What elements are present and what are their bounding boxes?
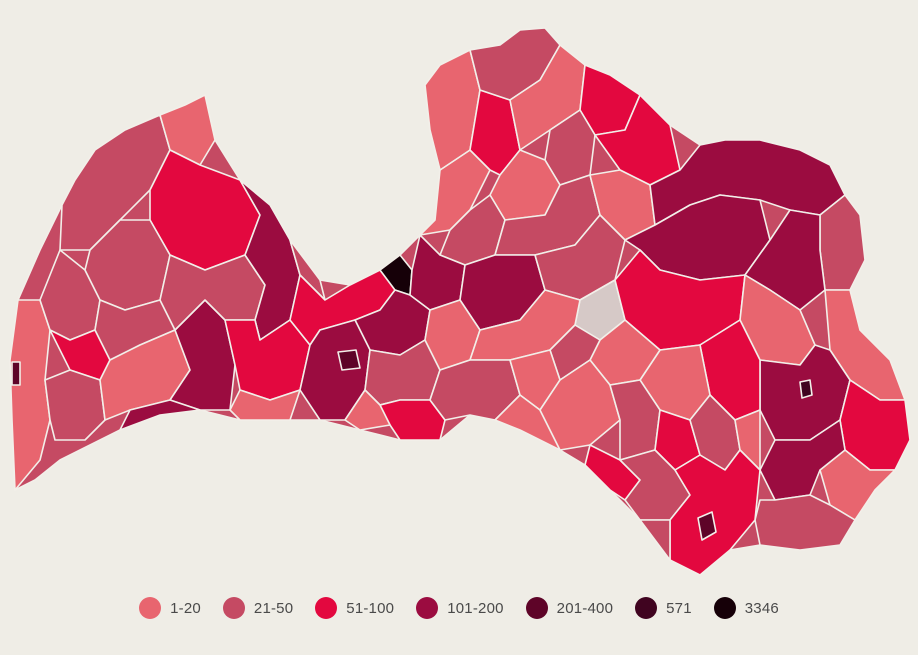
municipality-region-4 [44, 369, 106, 441]
legend-swatch-2 [222, 597, 245, 619]
municipality-region-44 [819, 194, 866, 291]
municipality-regions [9, 27, 911, 576]
legend-swatch-7 [713, 597, 736, 619]
municipality-region-51 [819, 449, 896, 521]
legend-swatch-1 [139, 597, 162, 619]
municipality-region-53 [754, 494, 856, 551]
daugavpils-region [799, 379, 813, 399]
legend-item-4: 101-200 [416, 597, 503, 619]
municipality-region-22 [379, 399, 446, 441]
legend-swatch-5 [525, 597, 548, 619]
legend-item-2: 21-50 [222, 597, 294, 619]
legend-swatch-3 [315, 597, 338, 619]
legend-item-1: 1-20 [139, 597, 201, 619]
jelgava-region [337, 349, 361, 371]
legend-label-1: 1-20 [170, 599, 201, 617]
choropleth-map [9, 27, 911, 576]
legend-swatch-6 [635, 597, 658, 619]
legend-label-7: 3346 [744, 599, 779, 617]
legend-item-7: 3346 [713, 597, 779, 619]
municipality-region-23 [344, 389, 391, 431]
municipality-region-68 [639, 519, 671, 561]
legend-label-2: 21-50 [253, 599, 294, 617]
municipality-region-12 [119, 399, 201, 431]
legend-label-4: 101-200 [447, 599, 504, 617]
legend-item-5: 201-400 [525, 597, 614, 619]
municipality-region-60 [539, 359, 621, 451]
rezekne-region [697, 511, 717, 541]
legend-swatch-4 [416, 597, 439, 619]
legend-item-6: 571 [635, 597, 692, 619]
municipality-region-16 [229, 389, 301, 421]
legend-label-6: 571 [666, 599, 692, 617]
legend-label-5: 201-400 [556, 599, 614, 617]
legend: 1-20 21-50 51-100 101-200 201-400 571 33… [0, 588, 918, 628]
municipality-region-59 [494, 394, 561, 451]
legend-label-3: 51-100 [346, 599, 395, 617]
liepaja-region [11, 361, 21, 386]
municipality-region-67 [669, 449, 761, 576]
municipality-region-52 [759, 419, 846, 501]
legend-item-3: 51-100 [315, 597, 394, 619]
latvia-map [9, 27, 911, 576]
